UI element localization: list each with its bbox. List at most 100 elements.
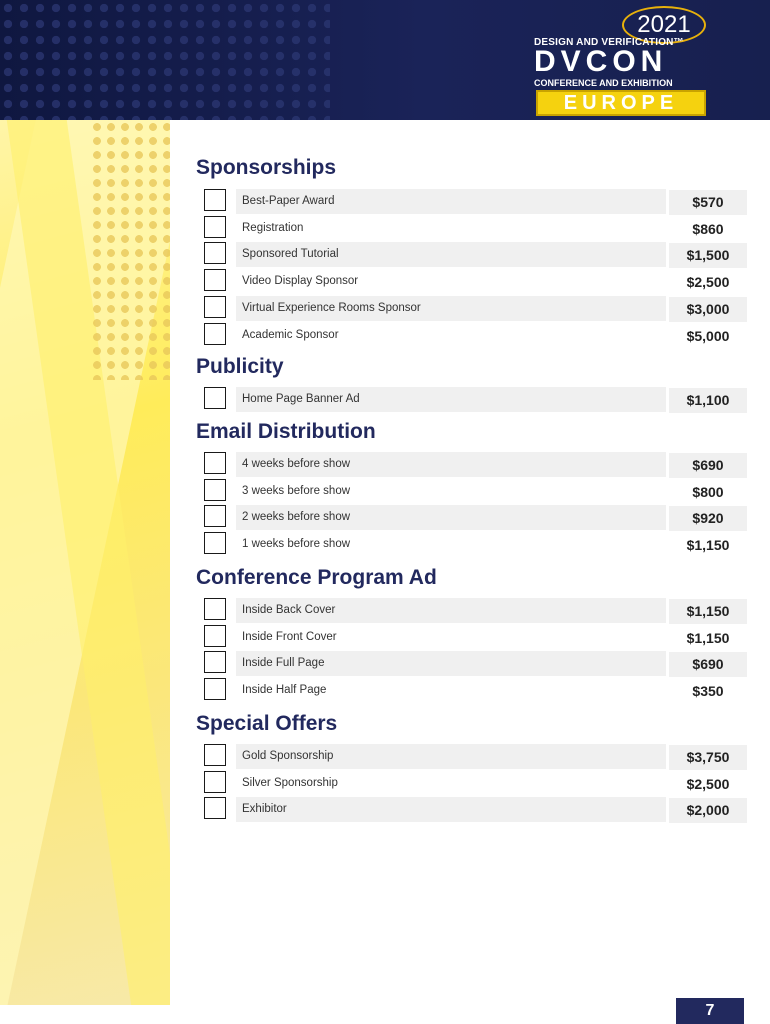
- item-label-bar: Inside Half Page: [236, 678, 666, 704]
- item-price: $690: [669, 453, 747, 478]
- option-checkbox[interactable]: [204, 242, 226, 265]
- item-label-bar: 1 weeks before show: [236, 532, 666, 558]
- price-row: Silver Sponsorship $2,500: [204, 770, 747, 797]
- item-label: Academic Sponsor: [242, 328, 339, 341]
- price-row: Best-Paper Award $570: [204, 189, 747, 215]
- item-label-bar: Inside Full Page: [236, 651, 666, 677]
- option-checkbox[interactable]: [204, 452, 226, 474]
- item-price: $1,100: [669, 388, 747, 413]
- item-price: $3,750: [669, 745, 747, 770]
- page-number: 7: [676, 998, 744, 1024]
- item-price: $5,000: [669, 323, 747, 349]
- option-checkbox[interactable]: [204, 295, 226, 318]
- option-checkbox[interactable]: [204, 651, 226, 674]
- item-label: Exhibitor: [242, 803, 287, 816]
- item-price: $2,500: [669, 771, 747, 797]
- item-label: Sponsored Tutorial: [242, 248, 339, 261]
- logo-region: EUROPE: [536, 90, 706, 116]
- item-label: 1 weeks before show: [242, 538, 351, 551]
- item-label-bar: Inside Front Cover: [236, 624, 666, 650]
- item-label-bar: 2 weeks before show: [236, 505, 666, 531]
- item-label-bar: Inside Back Cover: [236, 598, 666, 623]
- price-row: Inside Back Cover $1,150: [204, 598, 747, 624]
- price-row: Virtual Experience Rooms Sponsor $3,000: [204, 295, 747, 322]
- option-checkbox[interactable]: [204, 624, 226, 647]
- price-row: Registration $860: [204, 215, 747, 242]
- item-label: Inside Half Page: [242, 684, 327, 697]
- header-banner: 2021 DESIGN AND VERIFICATION™ DVCON CONF…: [0, 0, 770, 120]
- item-label: 4 weeks before show: [242, 458, 351, 470]
- price-row: Video Display Sponsor $2,500: [204, 269, 747, 296]
- price-row: 1 weeks before show $1,150: [204, 532, 747, 559]
- option-checkbox[interactable]: [204, 678, 226, 701]
- logo-name: DVCON: [534, 45, 668, 78]
- option-checkbox[interactable]: [204, 189, 226, 211]
- item-price: $1,150: [669, 599, 747, 624]
- item-label-bar: Sponsored Tutorial: [236, 242, 666, 268]
- item-label-bar: Virtual Experience Rooms Sponsor: [236, 295, 666, 321]
- option-checkbox[interactable]: [204, 478, 226, 501]
- item-price: $860: [669, 216, 747, 242]
- item-label: Virtual Experience Rooms Sponsor: [242, 301, 421, 314]
- logo-tagline-bottom: CONFERENCE AND EXHIBITION: [534, 78, 673, 88]
- decor-halftone: [90, 120, 170, 380]
- price-row: Inside Full Page $690: [204, 651, 747, 678]
- left-decoration: [0, 120, 170, 1005]
- price-row: Inside Front Cover $1,150: [204, 624, 747, 651]
- price-row: Academic Sponsor $5,000: [204, 322, 747, 349]
- item-label-bar: Academic Sponsor: [236, 322, 666, 348]
- item-label: Silver Sponsorship: [242, 776, 338, 789]
- section-title: Conference Program Ad: [196, 566, 437, 589]
- item-price: $350: [669, 679, 747, 705]
- option-checkbox[interactable]: [204, 770, 226, 793]
- option-checkbox[interactable]: [204, 797, 226, 820]
- section-title: Email Distribution: [196, 420, 376, 443]
- item-price: $1,150: [669, 625, 747, 651]
- item-label: Registration: [242, 221, 304, 234]
- option-checkbox[interactable]: [204, 532, 226, 555]
- item-label: Inside Full Page: [242, 657, 325, 670]
- option-checkbox[interactable]: [204, 598, 226, 620]
- option-checkbox[interactable]: [204, 387, 226, 409]
- item-label-bar: Video Display Sponsor: [236, 269, 666, 295]
- price-row: Sponsored Tutorial $1,500: [204, 242, 747, 269]
- price-row: Inside Half Page $350: [204, 678, 747, 705]
- item-price: $2,000: [669, 798, 747, 824]
- item-price: $1,500: [669, 243, 747, 269]
- section-title: Publicity: [196, 355, 284, 378]
- price-row: Home Page Banner Ad $1,100: [204, 387, 747, 413]
- item-price: $3,000: [669, 296, 747, 322]
- section-title: Sponsorships: [196, 156, 337, 179]
- item-label: Best-Paper Award: [242, 195, 335, 207]
- section-title: Special Offers: [196, 712, 338, 735]
- item-label: 2 weeks before show: [242, 511, 351, 524]
- price-row: Exhibitor $2,000: [204, 797, 747, 824]
- option-checkbox[interactable]: [204, 744, 226, 766]
- item-label: Inside Back Cover: [242, 604, 336, 616]
- logo-year: 2021: [622, 6, 706, 44]
- item-price: $690: [669, 652, 747, 678]
- item-label: 3 weeks before show: [242, 484, 351, 497]
- item-label-bar: 4 weeks before show: [236, 452, 666, 477]
- item-label-bar: Gold Sponsorship: [236, 744, 666, 769]
- option-checkbox[interactable]: [204, 505, 226, 528]
- option-checkbox[interactable]: [204, 269, 226, 292]
- item-label: Home Page Banner Ad: [242, 393, 360, 405]
- item-label-bar: Best-Paper Award: [236, 189, 666, 214]
- price-row: 3 weeks before show $800: [204, 478, 747, 505]
- option-checkbox[interactable]: [204, 215, 226, 238]
- item-price: $2,500: [669, 270, 747, 296]
- item-price: $800: [669, 479, 747, 505]
- price-row: Gold Sponsorship $3,750: [204, 744, 747, 770]
- header-dot-pattern: [0, 0, 330, 120]
- item-label-bar: Home Page Banner Ad: [236, 387, 666, 412]
- item-label: Video Display Sponsor: [242, 275, 359, 288]
- dvcon-logo: 2021 DESIGN AND VERIFICATION™ DVCON CONF…: [530, 6, 715, 116]
- item-label: Inside Front Cover: [242, 630, 337, 643]
- item-label-bar: Silver Sponsorship: [236, 770, 666, 796]
- item-label: Gold Sponsorship: [242, 750, 334, 762]
- option-checkbox[interactable]: [204, 322, 226, 345]
- item-label-bar: 3 weeks before show: [236, 478, 666, 504]
- logo-tagline-top: DESIGN AND VERIFICATION™: [534, 37, 684, 48]
- price-row: 4 weeks before show $690: [204, 452, 747, 478]
